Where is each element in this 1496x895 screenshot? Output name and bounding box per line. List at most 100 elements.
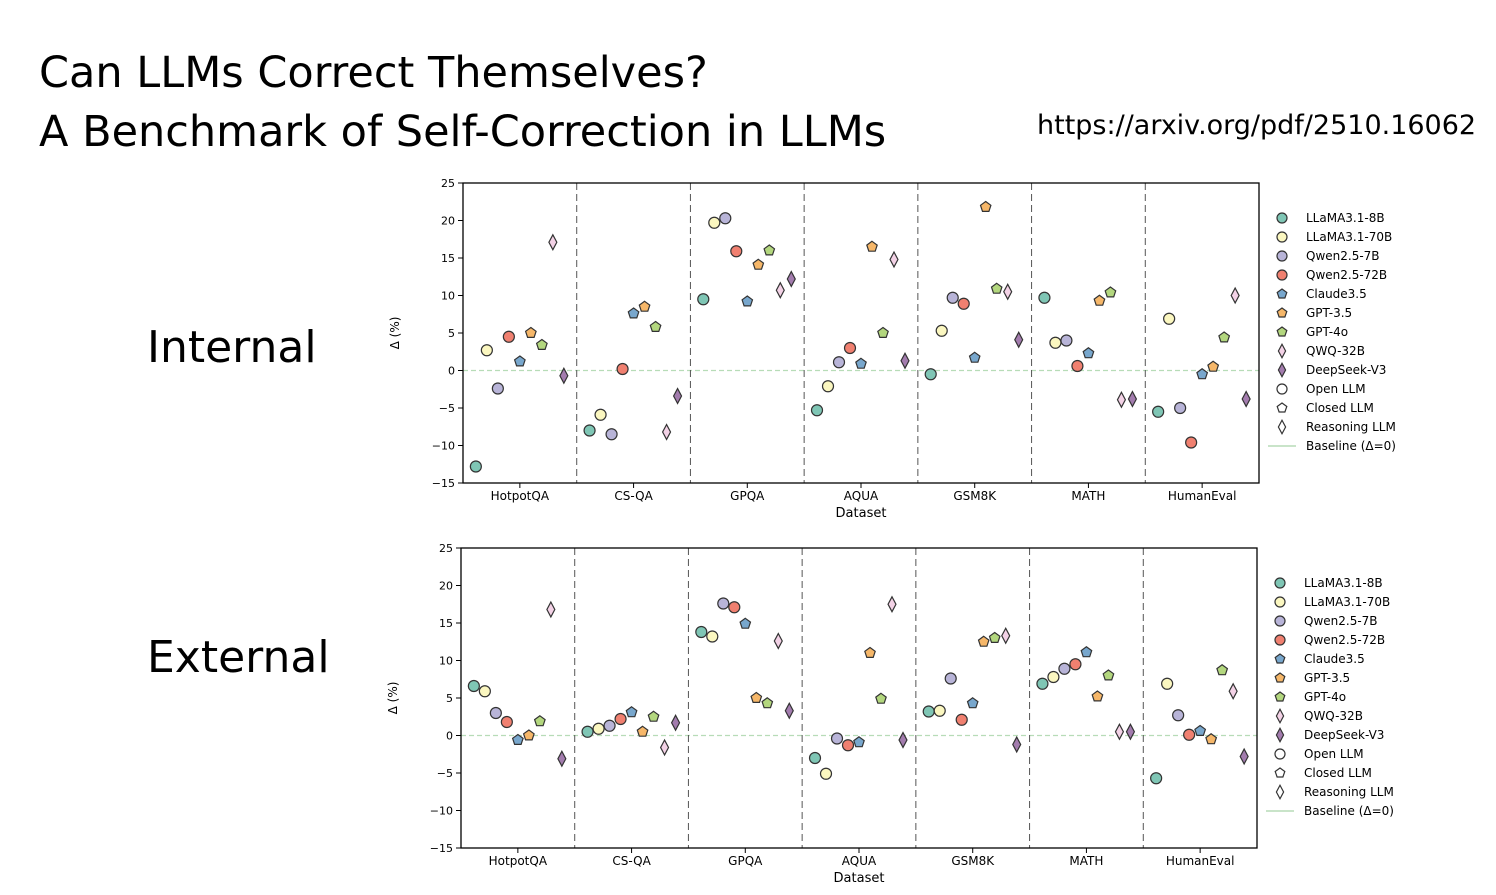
paper-url[interactable]: https://arxiv.org/pdf/2510.16062 (1037, 110, 1477, 141)
data-point (1174, 401, 1187, 415)
data-point (898, 731, 908, 749)
data-point (944, 672, 957, 685)
x-tick-label: HotpotQA (489, 854, 548, 868)
legend-marker (1274, 634, 1286, 646)
x-tick-label: MATH (1071, 489, 1105, 503)
legend-label: Open LLM (1306, 382, 1366, 396)
data-point (900, 352, 910, 370)
data-point (775, 281, 785, 299)
data-point (557, 750, 567, 768)
y-tick-label: −5 (439, 402, 455, 415)
data-point (592, 722, 605, 735)
data-point (922, 705, 935, 718)
legend-marker (1276, 231, 1288, 243)
slide-title-line1: Can LLMs Correct Themselves? (39, 48, 708, 98)
data-point (1114, 723, 1125, 741)
x-tick-label: GSM8K (951, 854, 995, 868)
data-point (583, 424, 596, 437)
legend-label: Baseline (Δ=0) (1304, 804, 1394, 818)
data-point (1093, 294, 1106, 306)
legend-marker (1276, 326, 1288, 337)
data-point (627, 307, 640, 319)
data-point (935, 324, 948, 337)
data-point (1102, 669, 1115, 681)
slide-title-line2: A Benchmark of Self-Correction in LLMs (39, 107, 887, 157)
data-point (832, 356, 846, 369)
data-point (706, 630, 719, 643)
data-point (819, 767, 833, 780)
legend-label: Reasoning LLM (1304, 785, 1394, 799)
data-point (614, 712, 627, 726)
data-point (1036, 677, 1049, 690)
legend-marker (1274, 615, 1286, 627)
data-point (500, 715, 513, 729)
data-point (1196, 368, 1209, 380)
legend-label: GPT-3.5 (1306, 306, 1352, 320)
legend-marker (1274, 748, 1286, 760)
y-tick-label: 5 (446, 692, 453, 705)
data-point (1012, 735, 1022, 754)
data-point (864, 646, 876, 659)
data-point (988, 631, 1001, 644)
data-point (966, 697, 979, 709)
data-point (977, 635, 990, 647)
y-tick-label: 5 (448, 327, 455, 340)
data-point (990, 282, 1003, 294)
legend-marker (1275, 783, 1285, 801)
data-point (855, 357, 867, 369)
data-point (1207, 360, 1220, 372)
legend-marker (1276, 269, 1288, 281)
data-point (1058, 662, 1071, 675)
data-point (955, 713, 968, 726)
data-point (672, 387, 683, 405)
x-tick-label: HotpotQA (491, 489, 550, 503)
legend-label: QWQ-32B (1304, 709, 1363, 723)
plot-frame (462, 182, 1260, 484)
data-point (877, 326, 889, 338)
x-tick-label: CS-QA (614, 489, 653, 503)
data-point (478, 685, 491, 698)
x-axis-label: Dataset (834, 871, 885, 886)
data-point (491, 382, 504, 395)
data-point (1080, 646, 1093, 658)
data-point (1241, 390, 1251, 408)
legend-marker (1276, 383, 1288, 395)
legend-marker (1274, 596, 1286, 608)
y-tick-label: 0 (448, 365, 455, 378)
legend-label: LLaMA3.1-70B (1304, 595, 1390, 609)
data-point (1104, 286, 1117, 298)
data-point (636, 725, 649, 737)
data-point (810, 404, 824, 417)
data-point (708, 216, 721, 229)
data-point (1047, 670, 1060, 684)
data-point (697, 293, 710, 306)
data-point (719, 212, 732, 225)
data-point (581, 725, 594, 738)
data-point (1001, 627, 1011, 645)
data-point (786, 270, 796, 288)
legend-marker (1277, 418, 1287, 436)
legend-marker (1277, 361, 1287, 379)
legend-label: Open LLM (1304, 747, 1364, 761)
legend-marker (1274, 767, 1286, 778)
data-point (546, 600, 556, 619)
legend-label: Qwen2.5-72B (1304, 633, 1385, 647)
legend-label: DeepSeek-V3 (1304, 728, 1384, 742)
legend-label: LLaMA3.1-8B (1306, 211, 1385, 225)
data-point (513, 355, 526, 367)
legend-marker (1276, 402, 1288, 413)
x-tick-label: HumanEval (1168, 489, 1237, 503)
data-point (1014, 331, 1024, 349)
data-point (841, 739, 855, 752)
data-point (522, 729, 535, 741)
legend-label: Reasoning LLM (1306, 420, 1396, 434)
legend-label: GPT-4o (1304, 690, 1346, 704)
x-axis-label: Dataset (836, 506, 887, 521)
data-point (866, 240, 878, 252)
y-tick-label: 10 (439, 655, 453, 668)
data-point (830, 732, 844, 745)
y-tick-label: −5 (437, 767, 453, 780)
data-point (625, 706, 638, 718)
x-tick-label: GPQA (728, 854, 763, 868)
